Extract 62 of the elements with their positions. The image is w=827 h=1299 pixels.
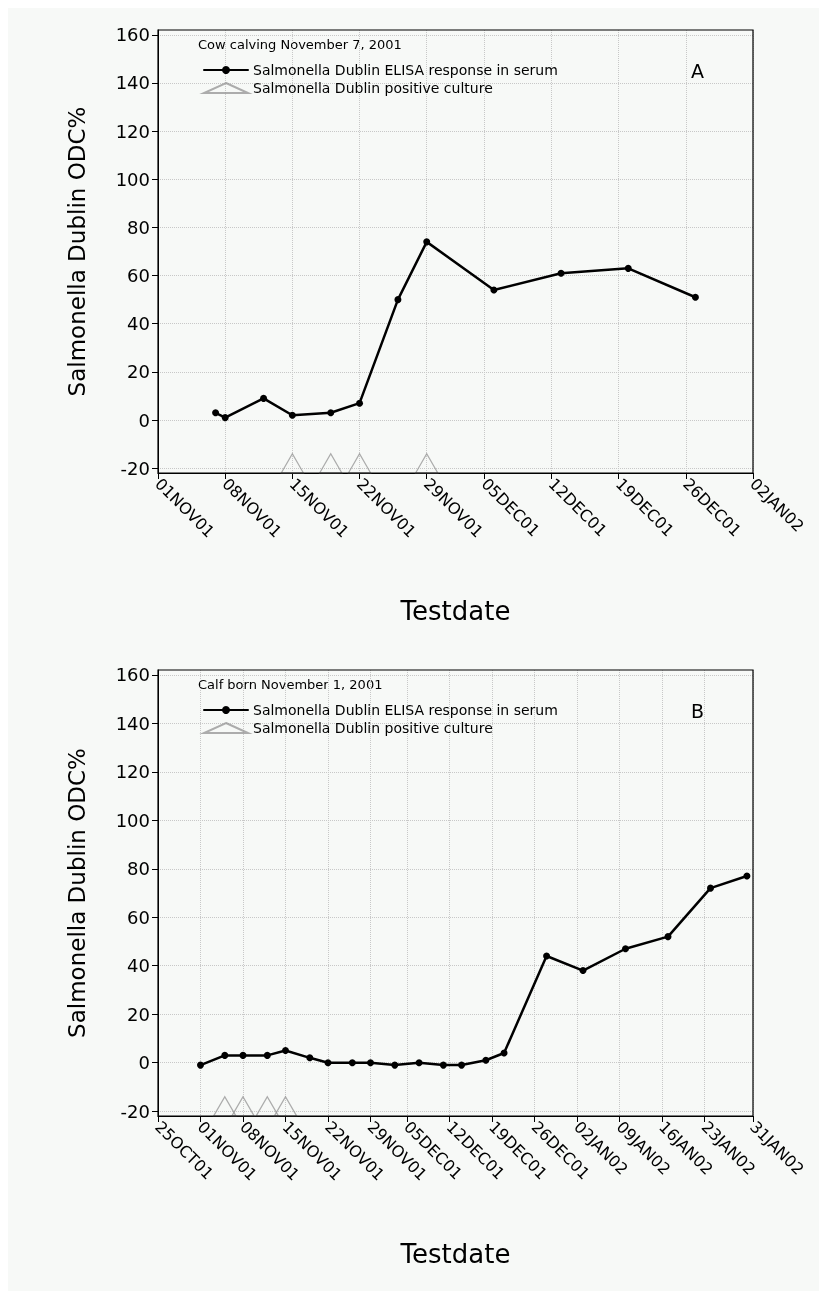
point <box>391 1061 399 1069</box>
point <box>324 1059 332 1067</box>
legend-title: Calf born November 1, 2001 <box>198 677 383 692</box>
point <box>423 238 431 246</box>
y-tick-label: 60 <box>127 265 150 287</box>
legend-label: Salmonella Dublin ELISA response in serum <box>253 702 558 718</box>
point <box>543 952 551 960</box>
y-tick-label: 60 <box>127 906 150 928</box>
y-tick-label: -20 <box>120 457 150 479</box>
point <box>327 409 335 417</box>
text: B <box>690 699 705 722</box>
point <box>557 269 565 277</box>
text: A <box>691 59 704 82</box>
legend-label: Salmonella Dublin ELISA response in serum <box>253 62 558 78</box>
y-tick-label: 20 <box>127 1003 150 1025</box>
point <box>282 1047 289 1055</box>
point <box>664 933 672 941</box>
point <box>579 967 587 975</box>
point <box>306 1054 314 1062</box>
y-tick-label: 80 <box>127 858 150 880</box>
point <box>394 296 402 304</box>
point <box>221 1051 229 1059</box>
point <box>239 1051 247 1059</box>
y-tick-label: 20 <box>127 361 150 383</box>
y-tick-label: 80 <box>127 216 150 238</box>
point <box>221 414 229 422</box>
point <box>624 264 632 272</box>
x-axis-title: Testdate <box>399 1239 511 1269</box>
point <box>622 945 629 953</box>
point <box>439 1061 447 1069</box>
y-tick-label: 120 <box>115 761 150 783</box>
y-tick-label: -20 <box>120 1100 150 1122</box>
point <box>356 399 364 407</box>
point <box>197 1061 204 1069</box>
y-axis-title: Salmonella Dublin ODC% <box>63 748 90 1038</box>
point <box>691 293 699 301</box>
point <box>263 1051 271 1059</box>
y-tick-label: 0 <box>138 1052 150 1074</box>
point <box>348 1059 356 1067</box>
y-tick-label: 100 <box>115 809 150 831</box>
y-tick-label: 40 <box>127 313 150 335</box>
point <box>415 1059 423 1067</box>
y-tick-label: 160 <box>115 24 150 46</box>
y-tick-label: 40 <box>127 955 150 977</box>
point <box>288 411 296 419</box>
y-tick-label: 140 <box>115 72 150 94</box>
point <box>458 1061 466 1069</box>
point <box>707 884 714 892</box>
point <box>482 1056 490 1064</box>
x-axis-title: Testdate <box>399 596 511 626</box>
point <box>260 394 268 402</box>
legend-label: Salmonella Dublin positive culture <box>253 80 493 96</box>
y-tick-label: 120 <box>115 120 150 142</box>
point <box>367 1059 374 1067</box>
y-axis-title: Salmonella Dublin ODC% <box>63 106 90 397</box>
y-tick-label: 100 <box>115 168 150 190</box>
y-tick-label: 140 <box>115 712 150 734</box>
legend-label: Salmonella Dublin positive culture <box>253 720 493 736</box>
point <box>212 409 220 417</box>
legend-title: Cow calving November 7, 2001 <box>198 37 402 52</box>
y-tick-label: 0 <box>138 409 150 431</box>
y-tick-label: 160 <box>115 664 150 686</box>
